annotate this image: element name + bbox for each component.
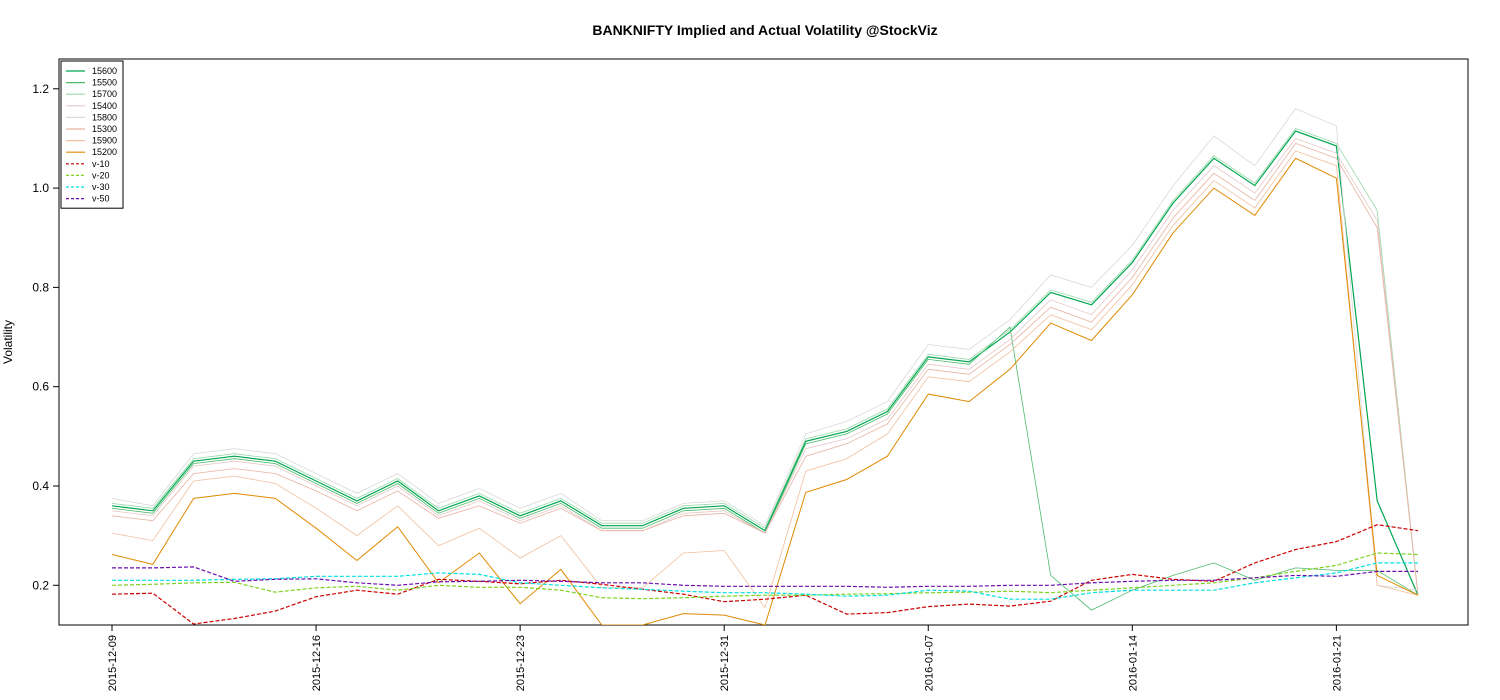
- legend-label: 15200: [92, 147, 117, 157]
- series-line-v-10: [111, 524, 1419, 625]
- x-tick-label: 2015-12-16: [311, 635, 323, 691]
- legend-label: 15600: [92, 66, 117, 76]
- series-group: [111, 108, 1419, 625]
- legend-label: 15500: [92, 78, 117, 88]
- x-axis: 2015-12-09 2015-12-16 2015-12-23 2015-12-31…: [107, 625, 1343, 691]
- x-tick-label: 2015-12-23: [515, 635, 527, 691]
- x-tick-label: 2015-12-09: [107, 635, 119, 691]
- y-tick-label: 0.4: [32, 479, 49, 493]
- series-line-15700: [111, 128, 1419, 596]
- legend-label: 15900: [92, 136, 117, 146]
- series-line-v-30: [112, 562, 1418, 600]
- x-tick-label: 2016-01-14: [1127, 635, 1139, 691]
- legend-label: 15700: [92, 89, 117, 99]
- series-line-v-50: [112, 566, 1418, 588]
- x-tick-label: 2016-01-07: [923, 635, 935, 691]
- y-tick-label: 0.2: [32, 578, 49, 592]
- x-tick-label: 2016-01-21: [1331, 635, 1343, 691]
- y-tick-label: 1.0: [32, 181, 49, 195]
- chart-title: BANKNIFTY Implied and Actual Volatility …: [592, 22, 938, 38]
- y-tick-label: 0.6: [32, 380, 49, 394]
- series-line-15200: [111, 157, 1419, 625]
- y-tick-label: 1.2: [32, 82, 49, 96]
- series-line-15400: [111, 137, 1419, 596]
- legend-label: v-50: [92, 194, 110, 204]
- legend-label: 15400: [92, 101, 117, 111]
- series-line-15900: [111, 150, 1419, 609]
- legend-label: v-10: [92, 159, 110, 169]
- legend-label: 15800: [92, 112, 117, 122]
- y-tick-label: 0.8: [32, 280, 49, 294]
- legend-box: [60, 60, 124, 209]
- series-line-v-20: [111, 552, 1419, 600]
- legend-label: 15300: [92, 124, 117, 134]
- legend-label: v-20: [92, 170, 110, 180]
- series-line-15800: [111, 108, 1419, 591]
- series-line-15300: [111, 142, 1419, 596]
- plot-frame: [58, 58, 1469, 626]
- series-line-15600: [111, 130, 1419, 596]
- series-line-15500: [111, 326, 1419, 611]
- y-axis: 0.2 0.4 0.6 0.8 1.0 1.2: [32, 82, 59, 592]
- x-tick-label: 2015-12-31: [719, 635, 731, 691]
- legend-label: v-30: [92, 182, 110, 192]
- y-axis-label: Volatility: [1, 320, 15, 364]
